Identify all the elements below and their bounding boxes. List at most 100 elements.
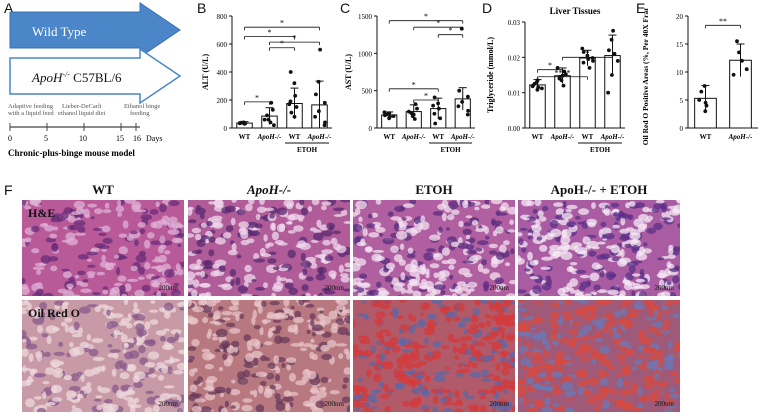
tissue-cell xyxy=(255,286,265,291)
tissue-cell xyxy=(616,354,627,360)
data-point xyxy=(612,51,617,56)
tissue-cell xyxy=(531,384,539,388)
tissue-cell xyxy=(484,314,491,319)
tissue-cell xyxy=(357,335,369,339)
tissue-cell xyxy=(477,263,484,273)
tissue-cell xyxy=(305,292,311,296)
tissue-cell xyxy=(69,225,74,230)
tissue-cell xyxy=(600,221,607,227)
tissue-cell xyxy=(305,304,315,308)
tissue-cell xyxy=(421,389,429,397)
tissue-cell xyxy=(167,393,179,398)
tissue-cell xyxy=(482,336,492,341)
tissue-cell xyxy=(245,352,254,362)
tissue-cell xyxy=(121,293,128,296)
tissue-cell xyxy=(623,323,629,331)
row-label-oil-red-o: Oil Red O xyxy=(28,306,81,320)
tissue-cell xyxy=(641,346,653,353)
tissue-cell xyxy=(543,349,550,358)
tissue-cell xyxy=(61,211,69,220)
tissue-cell xyxy=(301,284,309,292)
tissue-cell xyxy=(454,354,459,360)
tissue-cell xyxy=(119,391,127,399)
tissue-cell xyxy=(340,276,350,283)
tissue-cell xyxy=(35,351,43,358)
tissue-cell xyxy=(409,278,417,284)
tissue-cell xyxy=(269,384,276,390)
tissue-cell xyxy=(245,203,253,212)
tissue-cell xyxy=(47,401,56,406)
tissue-cell xyxy=(663,309,670,314)
tissue-cell xyxy=(656,272,668,279)
tissue-cell xyxy=(529,359,535,364)
tissue-cell xyxy=(276,275,281,284)
tissue-cell xyxy=(55,312,67,316)
tissue-cell xyxy=(289,373,296,382)
tissue-cell xyxy=(518,324,526,330)
tissue-cell xyxy=(324,255,334,262)
tissue-cell xyxy=(40,255,51,264)
tissue-cell xyxy=(371,212,378,218)
tissue-cell xyxy=(447,258,457,265)
tissue-cell xyxy=(87,264,96,268)
tissue-cell xyxy=(653,222,663,230)
tissue-cell xyxy=(37,325,43,334)
phase2-line2: ethanol liquid diet xyxy=(58,110,105,117)
tissue-cell xyxy=(336,245,347,254)
x-tick-label: WT xyxy=(289,133,301,141)
tissue-cell xyxy=(458,220,464,228)
tissue-cell xyxy=(353,279,357,286)
tissue-cell xyxy=(400,272,406,281)
tick-label-15: 15 xyxy=(116,134,124,143)
tissue-cell xyxy=(299,200,305,206)
tissue-cell xyxy=(424,337,429,345)
tissue-cell xyxy=(23,300,30,304)
tissue-cell xyxy=(144,362,156,368)
tissue-cell xyxy=(340,209,348,216)
data-point xyxy=(412,117,417,121)
tissue-cell xyxy=(254,223,263,229)
tissue-cell xyxy=(355,349,364,355)
phase1-line1: Adaptive feeding xyxy=(8,103,54,110)
tissue-cell xyxy=(599,346,610,354)
tissue-cell xyxy=(579,274,590,279)
tissue-cell xyxy=(154,278,159,288)
tissue-cell xyxy=(175,263,181,271)
tissue-cell xyxy=(518,300,525,303)
tissue-cell xyxy=(658,279,665,289)
data-point xyxy=(316,79,321,84)
tissue-cell xyxy=(207,391,217,395)
tissue-cell xyxy=(218,265,226,272)
tissue-cell xyxy=(675,265,680,271)
significance-label: * xyxy=(280,39,284,48)
tissue-cell xyxy=(79,282,89,287)
tissue-cell xyxy=(80,374,85,382)
tissue-cell xyxy=(575,269,587,274)
tissue-cell xyxy=(523,217,530,221)
tissue-cell xyxy=(96,404,103,411)
tissue-cell xyxy=(523,268,531,272)
tissue-cell xyxy=(411,388,422,394)
tissue-cell xyxy=(86,271,96,276)
tissue-cell xyxy=(209,320,220,325)
chart-title: Liver Tissues xyxy=(550,6,601,16)
panel-letter-d: D xyxy=(482,0,493,16)
tissue-cell xyxy=(630,366,639,371)
tissue-cell xyxy=(599,358,611,365)
tissue-cell xyxy=(255,404,265,412)
tissue-cell xyxy=(176,362,184,371)
data-point xyxy=(436,101,440,106)
tissue-cell xyxy=(118,246,128,255)
tissue-cell xyxy=(331,273,336,280)
tissue-cell xyxy=(191,405,202,412)
tissue-cell xyxy=(188,206,194,211)
tissue-cell xyxy=(465,215,473,219)
tissue-cell xyxy=(584,378,596,383)
tissue-cell xyxy=(399,375,411,384)
tissue-cell xyxy=(379,352,386,362)
tissue-cell xyxy=(22,364,27,374)
tissue-cell xyxy=(409,401,420,408)
tissue-cell xyxy=(365,401,370,408)
tissue-cell xyxy=(393,222,400,232)
tissue-cell xyxy=(255,371,268,377)
